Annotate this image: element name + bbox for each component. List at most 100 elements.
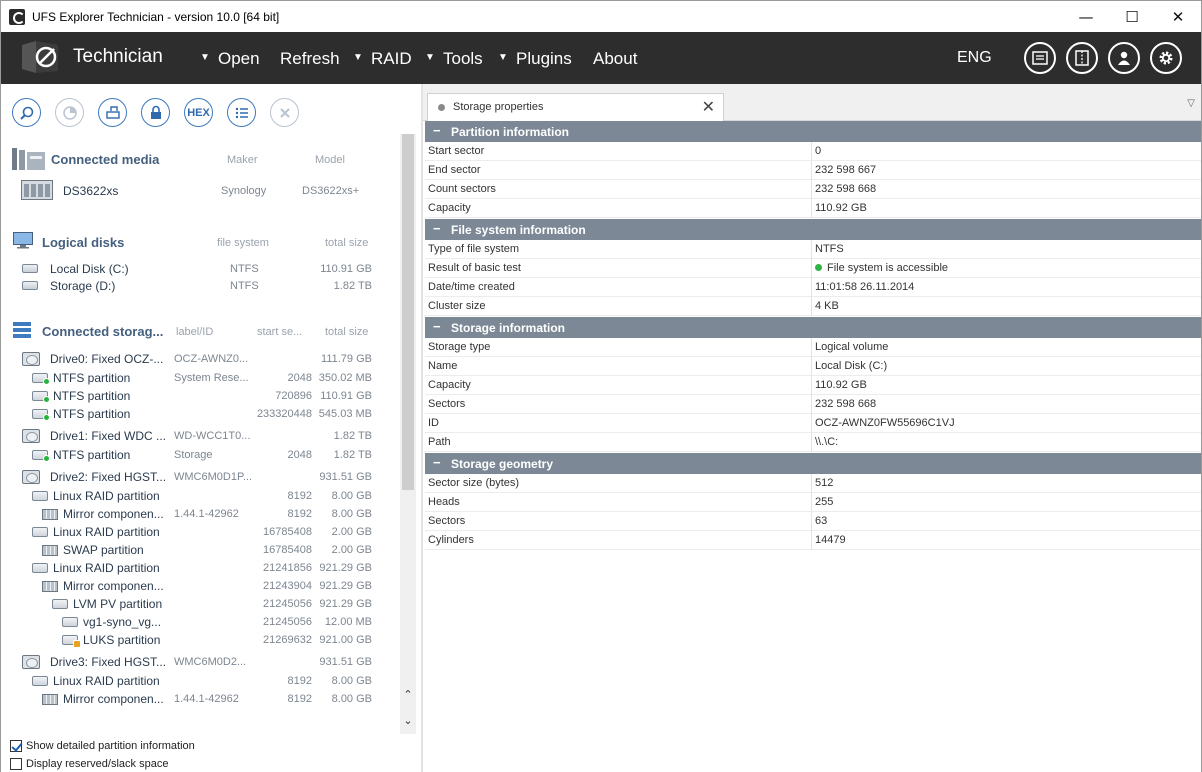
- storage-size: 8.00 GB: [331, 489, 372, 502]
- property-row[interactable]: Storage type Logical volume: [425, 338, 1201, 357]
- partition-ok-icon: [32, 449, 50, 462]
- property-value: 110.92 GB: [815, 202, 867, 214]
- collapse-icon[interactable]: −: [433, 123, 441, 138]
- property-row[interactable]: Name Local Disk (C:): [425, 357, 1201, 376]
- language-selector[interactable]: ENG: [957, 49, 992, 66]
- property-row[interactable]: Capacity 110.92 GB: [425, 376, 1201, 395]
- property-row[interactable]: Result of basic test File system is acces…: [425, 259, 1201, 278]
- partition-row[interactable]: NTFS partition 233320448 545.03 MB: [1, 405, 399, 423]
- partition-row[interactable]: vg1-syno_vg... 21245056 12.00 MB: [1, 613, 399, 631]
- minimize-button[interactable]: —: [1078, 7, 1094, 26]
- display-reserved-option[interactable]: Display reserved/slack space: [10, 756, 168, 772]
- menu-open[interactable]: Open: [218, 49, 260, 68]
- partition-row[interactable]: NTFS partition Storage 2048 1.82 TB: [1, 446, 399, 464]
- property-row[interactable]: Type of file system NTFS: [425, 240, 1201, 259]
- property-row[interactable]: Sectors 232 598 668: [425, 395, 1201, 414]
- show-detailed-option[interactable]: Show detailed partition information: [10, 738, 195, 754]
- ok-status-icon: [43, 454, 50, 462]
- property-row[interactable]: Capacity 110.92 GB: [425, 199, 1201, 218]
- collapse-icon[interactable]: −: [433, 455, 441, 470]
- display-reserved-checkbox[interactable]: [10, 758, 22, 770]
- decrypt-button[interactable]: [141, 98, 170, 127]
- property-group-header[interactable]: − File system information: [425, 219, 1201, 240]
- logical-disk-row[interactable]: Local Disk (C:) NTFS 110.91 GB: [1, 260, 399, 278]
- property-row[interactable]: Count sectors 232 598 668: [425, 180, 1201, 199]
- property-row[interactable]: Heads 255: [425, 493, 1201, 512]
- partition-row[interactable]: SWAP partition 16785408 2.00 GB: [1, 541, 399, 559]
- partition-row[interactable]: Linux RAID partition 8192 8.00 GB: [1, 487, 399, 505]
- property-row[interactable]: End sector 232 598 667: [425, 161, 1201, 180]
- scrollbar-thumb[interactable]: [402, 134, 414, 490]
- partition-row[interactable]: LUKS partition 21269632 921.00 GB: [1, 631, 399, 649]
- property-group-header[interactable]: − Storage geometry: [425, 453, 1201, 474]
- menu-refresh[interactable]: Refresh: [280, 49, 340, 68]
- pane-splitter[interactable]: [421, 84, 423, 772]
- drive-row[interactable]: Drive3: Fixed HGST... WMC6M0D2... 931.51 G…: [1, 653, 399, 671]
- partition-row[interactable]: Linux RAID partition 21241856 921.29 GB: [1, 559, 399, 577]
- storage-start-sector: 8192: [287, 692, 312, 705]
- partition-row[interactable]: Mirror componen... 21243904 921.29 GB: [1, 577, 399, 595]
- partition-row[interactable]: NTFS partition 720896 110.91 GB: [1, 387, 399, 405]
- property-value: 14479: [815, 534, 846, 546]
- ok-status-icon: [43, 413, 50, 421]
- logical-disk-row[interactable]: Storage (D:) NTFS 1.82 TB: [1, 277, 399, 295]
- property-row[interactable]: Path \\.\C:: [425, 433, 1201, 452]
- tree-toolbar: HEX: [1, 84, 421, 134]
- property-row[interactable]: Cylinders 14479: [425, 531, 1201, 550]
- tab-storage-properties[interactable]: Storage properties ✕: [427, 93, 724, 121]
- menu-tools[interactable]: Tools: [443, 49, 483, 68]
- properties-list-button[interactable]: [227, 98, 256, 127]
- menu-raid[interactable]: RAID: [371, 49, 412, 68]
- panel-toggle-button[interactable]: [1066, 42, 1098, 74]
- drive-row[interactable]: Drive1: Fixed WDC ... WD-WCC1T0... 1.82 TB: [1, 427, 399, 445]
- property-row[interactable]: Sector size (bytes) 512: [425, 474, 1201, 493]
- account-button[interactable]: [1108, 42, 1140, 74]
- property-group-header[interactable]: − Partition information: [425, 121, 1201, 142]
- scroll-up-icon[interactable]: ⌃: [403, 689, 413, 701]
- property-row[interactable]: Cluster size 4 KB: [425, 297, 1201, 316]
- tab-overflow-icon[interactable]: ▽: [1187, 98, 1195, 109]
- property-group-header[interactable]: − Storage information: [425, 317, 1201, 338]
- property-row[interactable]: Date/time created 11:01:58 26.11.2014: [425, 278, 1201, 297]
- close-storage-button[interactable]: [270, 98, 299, 127]
- collapse-icon[interactable]: −: [433, 319, 441, 334]
- analyze-button[interactable]: [55, 98, 84, 127]
- menu-plugins[interactable]: Plugins: [516, 49, 572, 68]
- property-row[interactable]: Sectors 63: [425, 512, 1201, 531]
- image-button[interactable]: [98, 98, 127, 127]
- media-item[interactable]: DS3622xs Synology DS3622xs+: [1, 180, 399, 202]
- media-model: DS3622xs+: [302, 185, 360, 197]
- partition-row[interactable]: NTFS partition System Rese... 2048 350.02 M…: [1, 369, 399, 387]
- menu-about[interactable]: About: [593, 49, 638, 68]
- property-row[interactable]: Start sector 0: [425, 142, 1201, 161]
- partition-row[interactable]: Linux RAID partition 8192 8.00 GB: [1, 672, 399, 690]
- column-divider: [811, 240, 812, 259]
- tab-close-icon[interactable]: ✕: [701, 99, 715, 116]
- property-row[interactable]: ID OCZ-AWNZ0FW55696C1VJ: [425, 414, 1201, 433]
- settings-button[interactable]: [1150, 42, 1182, 74]
- storage-name: Linux RAID partition: [53, 524, 160, 539]
- partition-row[interactable]: Linux RAID partition 16785408 2.00 GB: [1, 523, 399, 541]
- search-button[interactable]: [12, 98, 41, 127]
- partition-row[interactable]: LVM PV partition 21245056 921.29 GB: [1, 595, 399, 613]
- messages-button[interactable]: [1024, 42, 1056, 74]
- partition-row[interactable]: Mirror componen... 1.44.1-42962 8192 8.00 G…: [1, 505, 399, 523]
- logical-disk-icon: [22, 281, 38, 290]
- storage-size: 12.00 MB: [324, 615, 372, 628]
- storage-size: 1.82 TB: [333, 448, 372, 461]
- drive-row[interactable]: Drive2: Fixed HGST... WMC6M0D1P... 931.51 …: [1, 468, 399, 486]
- show-detailed-checkbox[interactable]: [10, 740, 22, 752]
- storage-start-sector: 8192: [287, 489, 312, 502]
- hex-view-button[interactable]: HEX: [184, 98, 213, 127]
- maximize-button[interactable]: ☐: [1125, 7, 1139, 26]
- tree-scrollbar[interactable]: ⌃ ⌄: [400, 134, 416, 734]
- partition-row[interactable]: Mirror componen... 1.44.1-42962 8192 8.00 G…: [1, 690, 399, 708]
- property-value: 232 598 668: [815, 183, 877, 195]
- collapse-icon[interactable]: −: [433, 221, 441, 236]
- logical-disk-name: Local Disk (C:): [50, 262, 129, 276]
- drive-row[interactable]: Drive0: Fixed OCZ-... OCZ-AWNZ0... 111.79 …: [1, 350, 399, 368]
- property-group-title: Partition information: [451, 125, 569, 139]
- scroll-down-icon[interactable]: ⌄: [403, 715, 413, 727]
- close-button[interactable]: ✕: [1171, 7, 1185, 26]
- col-storage-size: total size: [325, 326, 369, 338]
